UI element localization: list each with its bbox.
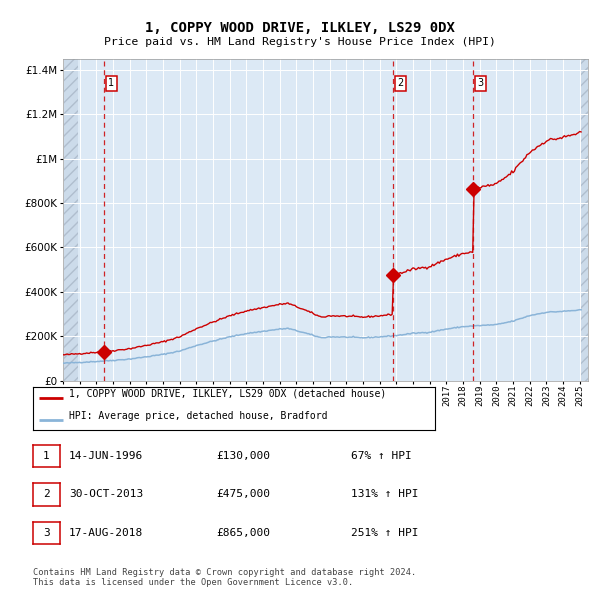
Text: 3: 3 <box>478 78 484 88</box>
Bar <box>63 59 79 381</box>
Text: Price paid vs. HM Land Registry's House Price Index (HPI): Price paid vs. HM Land Registry's House … <box>104 37 496 47</box>
Text: 1, COPPY WOOD DRIVE, ILKLEY, LS29 0DX: 1, COPPY WOOD DRIVE, ILKLEY, LS29 0DX <box>145 21 455 35</box>
Bar <box>580 59 588 381</box>
Text: 2: 2 <box>43 490 50 499</box>
Text: 131% ↑ HPI: 131% ↑ HPI <box>351 490 419 499</box>
Text: 67% ↑ HPI: 67% ↑ HPI <box>351 451 412 461</box>
Text: 3: 3 <box>43 528 50 537</box>
Text: £865,000: £865,000 <box>216 528 270 537</box>
Text: Contains HM Land Registry data © Crown copyright and database right 2024.
This d: Contains HM Land Registry data © Crown c… <box>33 568 416 587</box>
Bar <box>63 59 79 381</box>
Text: £475,000: £475,000 <box>216 490 270 499</box>
Text: 14-JUN-1996: 14-JUN-1996 <box>69 451 143 461</box>
Text: 1: 1 <box>43 451 50 461</box>
Text: 1, COPPY WOOD DRIVE, ILKLEY, LS29 0DX (detached house): 1, COPPY WOOD DRIVE, ILKLEY, LS29 0DX (d… <box>69 389 386 399</box>
Text: HPI: Average price, detached house, Bradford: HPI: Average price, detached house, Brad… <box>69 411 328 421</box>
Bar <box>580 59 588 381</box>
Text: 17-AUG-2018: 17-AUG-2018 <box>69 528 143 537</box>
Text: 251% ↑ HPI: 251% ↑ HPI <box>351 528 419 537</box>
Text: 30-OCT-2013: 30-OCT-2013 <box>69 490 143 499</box>
Text: 1: 1 <box>108 78 114 88</box>
Text: £130,000: £130,000 <box>216 451 270 461</box>
Text: 2: 2 <box>397 78 403 88</box>
